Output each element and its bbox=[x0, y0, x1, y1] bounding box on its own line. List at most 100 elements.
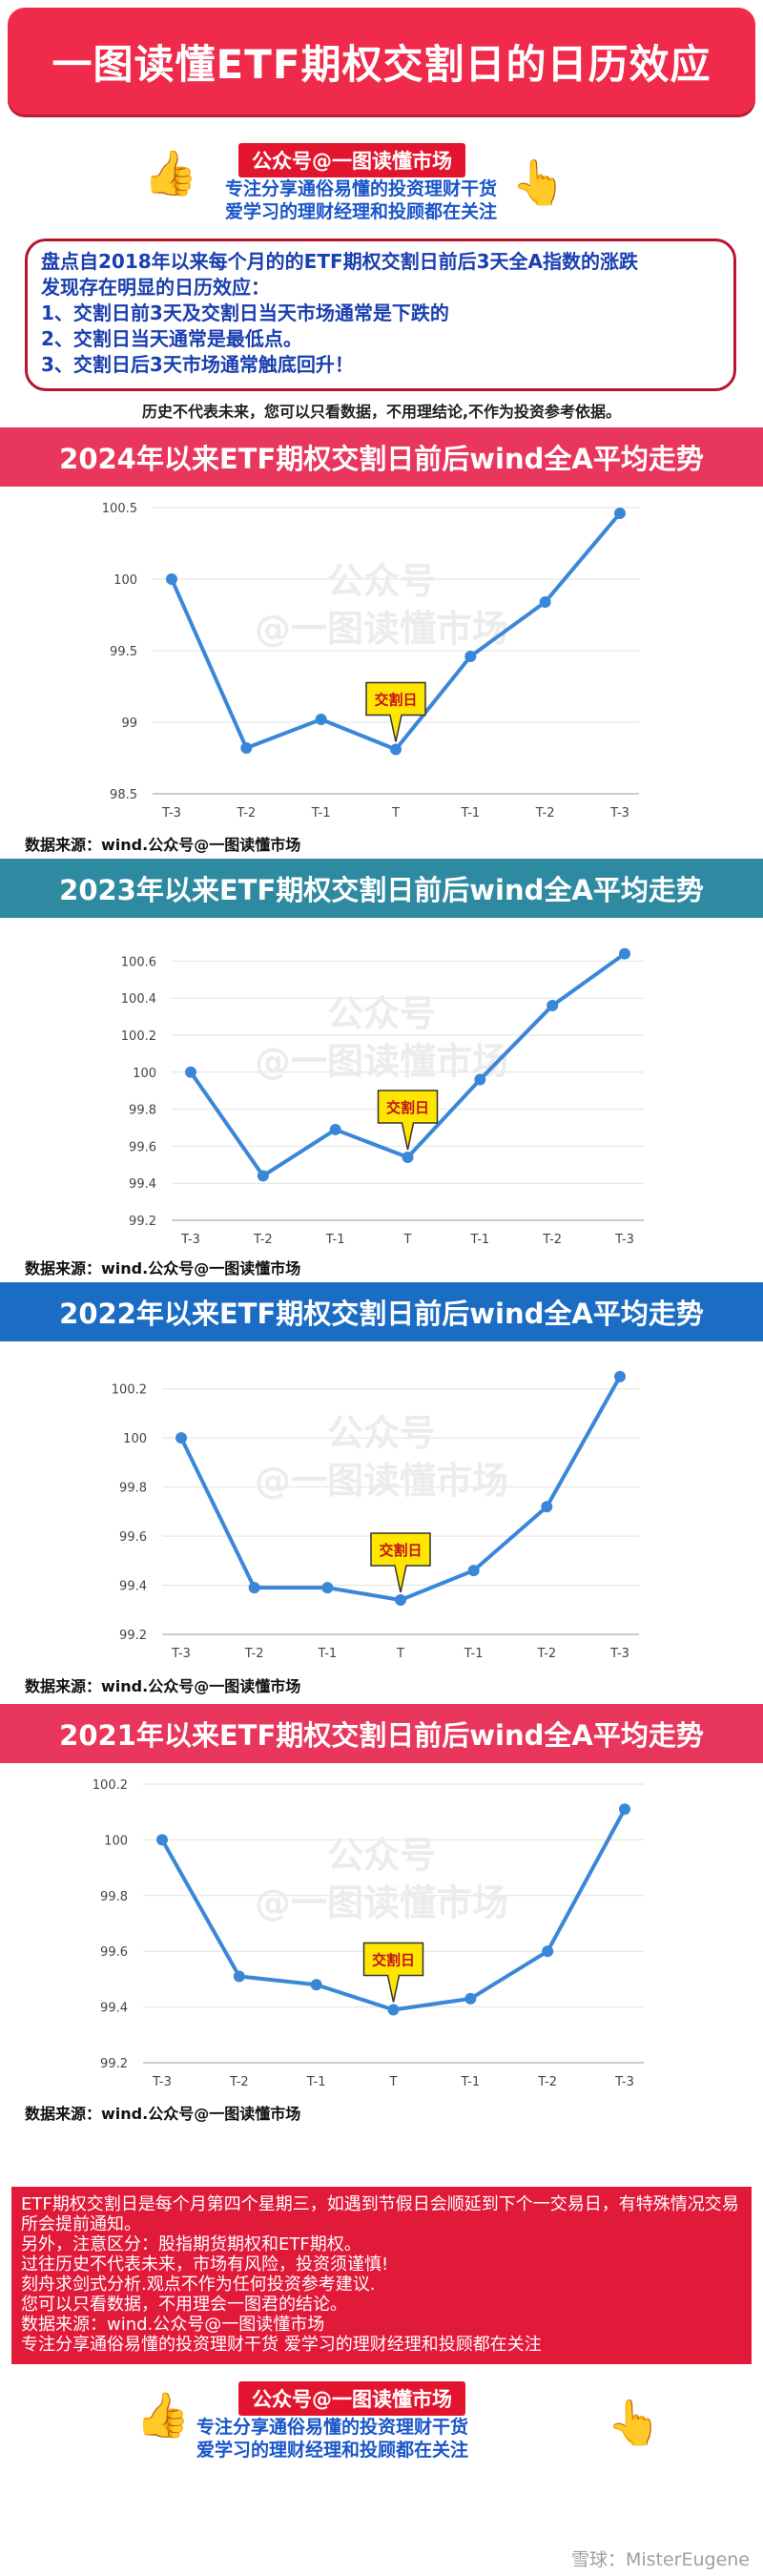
x-tick-label: T-2 bbox=[542, 1233, 562, 1247]
x-tick-label: T-3 bbox=[614, 2075, 634, 2089]
data-point bbox=[321, 1582, 334, 1594]
x-tick-label: T-3 bbox=[609, 1647, 629, 1661]
x-tick-label: T-3 bbox=[609, 806, 629, 821]
x-tick-label: T-1 bbox=[469, 1233, 489, 1247]
x-tick-label: T-2 bbox=[535, 806, 555, 821]
data-point bbox=[542, 1945, 554, 1958]
summary-line: 1、交割日前3天及交割日当天市场通常是下跌的 bbox=[41, 301, 449, 324]
data-point bbox=[387, 2004, 400, 2016]
chart-title-2023: 2023年以来ETF期权交割日前后wind全A平均走势 bbox=[0, 859, 763, 918]
summary-line: 盘点自2018年以来每个月的的ETF期权交割日前后3天全A指数的涨跌 bbox=[41, 250, 639, 273]
note-line: 您可以只看数据，不用理会一图君的结论。 bbox=[21, 2295, 347, 2315]
data-point bbox=[614, 508, 626, 519]
x-tick-label: T bbox=[389, 2075, 398, 2089]
note-line: 数据来源：wind.公众号@一图读懂市场 bbox=[21, 2315, 325, 2335]
x-tick-label: T-1 bbox=[317, 1647, 337, 1661]
chart-title-2022: 2022年以来ETF期权交割日前后wind全A平均走势 bbox=[0, 1282, 763, 1341]
y-tick-label: 99.6 bbox=[100, 1945, 128, 1960]
data-point bbox=[257, 1170, 269, 1182]
y-tick-label: 100.2 bbox=[121, 1029, 156, 1044]
note-line: 专注分享通俗易懂的投资理财干货 爱学习的理财经理和投顾都在关注 bbox=[21, 2335, 542, 2355]
x-tick-label: T-3 bbox=[180, 1233, 200, 1247]
data-point bbox=[310, 1979, 322, 1991]
y-tick-label: 100.2 bbox=[93, 1778, 128, 1793]
data-point bbox=[395, 1593, 406, 1606]
data-point bbox=[185, 1066, 196, 1078]
x-tick-label: T-1 bbox=[306, 2075, 326, 2089]
callout-label: 交割日 bbox=[374, 692, 417, 709]
summary-box: 盘点自2018年以来每个月的的ETF期权交割日前后3天全A指数的涨跌 发现存在明… bbox=[25, 239, 736, 391]
summary-line: 发现存在明显的日历效应： bbox=[41, 276, 270, 299]
disclaimer: 历史不代表未来，您可以只看数据，不用理结论,不作为投资参考依据。 bbox=[141, 403, 622, 421]
data-point bbox=[315, 714, 327, 725]
callout-bubble bbox=[377, 1090, 439, 1151]
summary-line: 3、交割日后3天市场通常触底回升！ bbox=[41, 353, 354, 376]
data-point bbox=[474, 1073, 486, 1086]
data-point bbox=[402, 1152, 414, 1164]
x-tick-label: T-1 bbox=[311, 806, 331, 821]
note-line: 刻舟求剑式分析.观点不作为任何投资参考建议. bbox=[21, 2275, 376, 2295]
brand-tagline-1: 专注分享通俗易懂的投资理财干货 bbox=[225, 178, 498, 199]
data-point bbox=[467, 1565, 480, 1577]
y-tick-label: 99.2 bbox=[129, 1215, 156, 1229]
data-point bbox=[546, 999, 559, 1011]
data-point bbox=[240, 742, 253, 754]
watermark-text: 公众号 bbox=[327, 560, 436, 602]
y-tick-label: 99 bbox=[121, 717, 137, 731]
y-tick-label: 100 bbox=[123, 1432, 147, 1446]
y-tick-label: 100.5 bbox=[102, 502, 137, 516]
x-tick-label: T-2 bbox=[244, 1647, 264, 1661]
data-point bbox=[233, 1970, 245, 1983]
x-tick-label: T-2 bbox=[229, 2075, 249, 2089]
brand-tagline-2: 爱学习的理财经理和投顾都在关注 bbox=[196, 2440, 469, 2461]
y-tick-label: 100 bbox=[104, 1834, 128, 1848]
data-point bbox=[156, 1834, 168, 1846]
y-tick-label: 100.4 bbox=[121, 992, 156, 1007]
data-point bbox=[614, 1370, 626, 1382]
y-tick-label: 99.8 bbox=[100, 1890, 128, 1904]
y-tick-label: 99.8 bbox=[119, 1482, 147, 1496]
thumbs-up-icon: 👍 bbox=[135, 2389, 191, 2441]
callout-label: 交割日 bbox=[372, 1952, 415, 1969]
y-tick-label: 99.2 bbox=[100, 2057, 128, 2071]
y-tick-label: 99.4 bbox=[100, 2002, 128, 2016]
y-tick-label: 99.6 bbox=[119, 1530, 147, 1545]
callout-bubble bbox=[370, 1532, 431, 1593]
data-source: 数据来源：wind.公众号@一图读懂市场 bbox=[25, 1677, 301, 1695]
x-tick-label: T-3 bbox=[171, 1647, 191, 1661]
x-tick-label: T-2 bbox=[236, 806, 256, 821]
note-line: 另外，注意区分：股指期货期权和ETF期权。 bbox=[21, 2234, 361, 2254]
note-line: 过往历史不代表未来，市场有风险，投资须谨慎! bbox=[21, 2254, 389, 2275]
data-point bbox=[539, 596, 551, 608]
y-tick-label: 99.4 bbox=[129, 1177, 156, 1192]
chart-title-2021: 2021年以来ETF期权交割日前后wind全A平均走势 bbox=[0, 1704, 763, 1763]
line-chart-2022: 99.2 99.4 99.6 99.8 100 100.2 公众号 @一图读懂市场 T-3 T-2… bbox=[112, 1370, 639, 1661]
pointing-hand-icon: 👆 bbox=[511, 156, 567, 208]
callout-bubble bbox=[365, 681, 426, 742]
data-point bbox=[541, 1501, 553, 1513]
watermark-text: 公众号 bbox=[327, 1835, 436, 1877]
x-tick-label: T-2 bbox=[536, 1647, 556, 1661]
x-tick-label: T-3 bbox=[152, 2075, 172, 2089]
x-tick-label: T-1 bbox=[325, 1233, 345, 1247]
y-tick-label: 100 bbox=[133, 1067, 156, 1081]
data-point bbox=[329, 1123, 341, 1135]
brand-name: 公众号@一图读懂市场 bbox=[238, 143, 465, 177]
data-point bbox=[248, 1582, 260, 1594]
line-chart-2024: 98.5 99 99.5 100 100.5 公众号 @一图读懂市场 T-3 T-2 T-1 T T-… bbox=[102, 502, 639, 821]
notes-box: ETF期权交割日是每个月第四个星期三，如遇到节假日会顺延到下个一交易日，有特殊情… bbox=[11, 2187, 752, 2364]
line-chart-2021: 99.2 99.4 99.6 99.8 100 100.2 公众号 @一图读懂市场 T-3 T-2… bbox=[93, 1778, 644, 2089]
x-tick-label: T-2 bbox=[537, 2075, 557, 2089]
line-chart-2023: 99.2 99.4 99.6 99.8 100 100.2 100.4 100.6 公众号 @一图… bbox=[121, 947, 644, 1247]
x-tick-label: T bbox=[403, 1233, 412, 1247]
x-tick-label: T bbox=[396, 1647, 404, 1661]
x-tick-label: T-2 bbox=[253, 1233, 273, 1247]
watermark-text: @一图读懂市场 bbox=[255, 1460, 508, 1502]
data-point bbox=[619, 947, 630, 960]
data-source: 数据来源：wind.公众号@一图读懂市场 bbox=[25, 2105, 301, 2123]
x-tick-label: T-1 bbox=[460, 806, 480, 821]
callout-bubble bbox=[362, 1942, 424, 2003]
watermark-text: @一图读懂市场 bbox=[255, 1882, 508, 1924]
data-point bbox=[619, 1803, 630, 1816]
watermark-text: 公众号 bbox=[327, 992, 436, 1034]
